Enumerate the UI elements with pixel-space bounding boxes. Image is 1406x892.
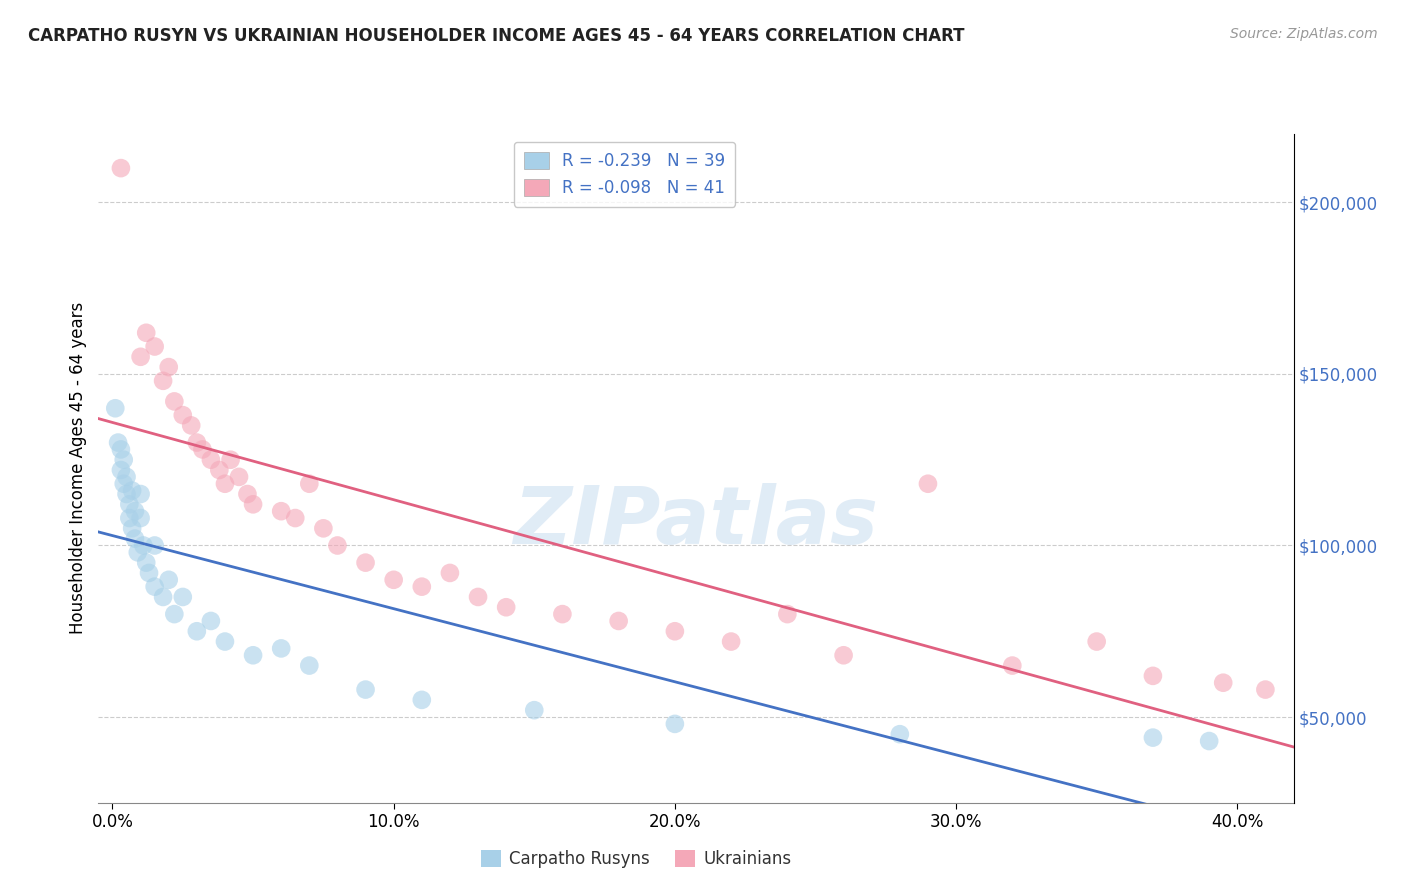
Point — [354, 682, 377, 697]
Point — [1085, 634, 1108, 648]
Point — [242, 497, 264, 511]
Point — [112, 476, 135, 491]
Point — [121, 521, 143, 535]
Point — [143, 580, 166, 594]
Point — [664, 624, 686, 639]
Point — [832, 648, 855, 663]
Point — [112, 452, 135, 467]
Point — [143, 339, 166, 353]
Legend: Carpatho Rusyns, Ukrainians: Carpatho Rusyns, Ukrainians — [474, 843, 799, 875]
Point — [284, 511, 307, 525]
Point — [1198, 734, 1220, 748]
Point — [1001, 658, 1024, 673]
Point — [152, 374, 174, 388]
Point — [917, 476, 939, 491]
Point — [1142, 669, 1164, 683]
Point — [219, 452, 242, 467]
Point — [191, 442, 214, 457]
Point — [312, 521, 335, 535]
Point — [523, 703, 546, 717]
Point — [208, 463, 231, 477]
Point — [664, 717, 686, 731]
Point — [242, 648, 264, 663]
Point — [115, 470, 138, 484]
Point — [172, 408, 194, 422]
Point — [110, 161, 132, 175]
Point — [157, 573, 180, 587]
Point — [107, 435, 129, 450]
Point — [326, 539, 349, 553]
Point — [200, 614, 222, 628]
Y-axis label: Householder Income Ages 45 - 64 years: Householder Income Ages 45 - 64 years — [69, 302, 87, 634]
Point — [776, 607, 799, 621]
Point — [1142, 731, 1164, 745]
Point — [163, 607, 186, 621]
Point — [110, 463, 132, 477]
Point — [143, 539, 166, 553]
Point — [214, 634, 236, 648]
Text: CARPATHO RUSYN VS UKRAINIAN HOUSEHOLDER INCOME AGES 45 - 64 YEARS CORRELATION CH: CARPATHO RUSYN VS UKRAINIAN HOUSEHOLDER … — [28, 27, 965, 45]
Point — [186, 435, 208, 450]
Point — [236, 487, 259, 501]
Text: ZIPatlas: ZIPatlas — [513, 483, 879, 561]
Point — [607, 614, 630, 628]
Point — [129, 511, 152, 525]
Point — [411, 693, 433, 707]
Point — [157, 360, 180, 375]
Point — [104, 401, 127, 416]
Point — [124, 504, 146, 518]
Point — [115, 487, 138, 501]
Point — [200, 452, 222, 467]
Point — [118, 497, 141, 511]
Point — [270, 641, 292, 656]
Point — [720, 634, 742, 648]
Point — [110, 442, 132, 457]
Point — [411, 580, 433, 594]
Point — [135, 326, 157, 340]
Point — [152, 590, 174, 604]
Point — [121, 483, 143, 498]
Point — [138, 566, 160, 580]
Point — [172, 590, 194, 604]
Point — [129, 487, 152, 501]
Point — [214, 476, 236, 491]
Point — [180, 418, 202, 433]
Point — [551, 607, 574, 621]
Point — [1212, 675, 1234, 690]
Point — [298, 658, 321, 673]
Point — [228, 470, 250, 484]
Point — [118, 511, 141, 525]
Text: Source: ZipAtlas.com: Source: ZipAtlas.com — [1230, 27, 1378, 41]
Point — [439, 566, 461, 580]
Point — [127, 545, 149, 559]
Point — [129, 350, 152, 364]
Point — [135, 556, 157, 570]
Point — [270, 504, 292, 518]
Point — [298, 476, 321, 491]
Point — [495, 600, 517, 615]
Point — [186, 624, 208, 639]
Point — [124, 532, 146, 546]
Point — [467, 590, 489, 604]
Point — [354, 556, 377, 570]
Point — [382, 573, 405, 587]
Point — [1254, 682, 1277, 697]
Point — [132, 539, 155, 553]
Point — [163, 394, 186, 409]
Point — [889, 727, 911, 741]
